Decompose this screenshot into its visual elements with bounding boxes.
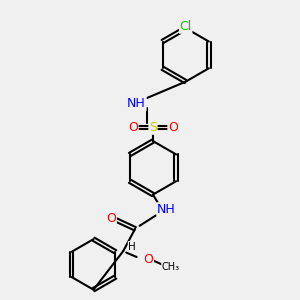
Text: O: O [168,121,178,134]
Text: O: O [128,121,138,134]
Text: O: O [106,212,116,225]
Text: H: H [128,242,136,252]
Text: CH₃: CH₃ [162,262,180,272]
Text: Cl: Cl [179,20,192,33]
Text: O: O [144,254,154,266]
Text: NH: NH [157,203,176,216]
Text: S: S [149,121,157,134]
Text: NH: NH [127,98,146,110]
